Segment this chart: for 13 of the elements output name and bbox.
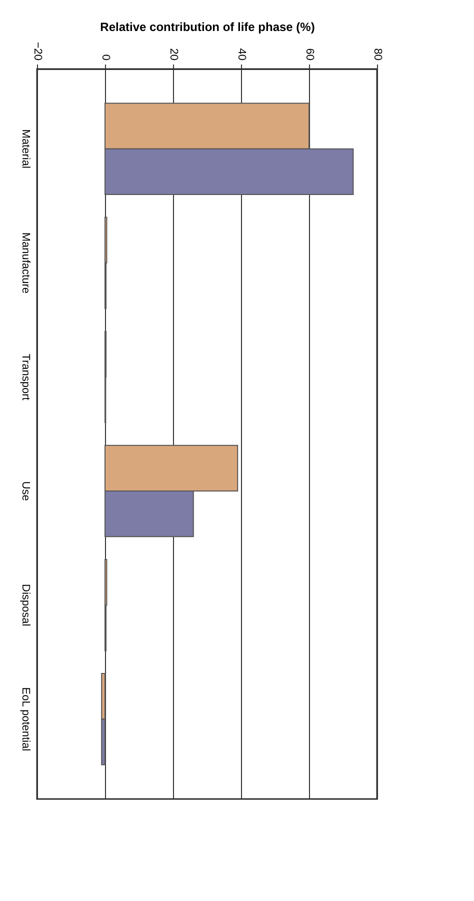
x-tick-label: 80: [372, 48, 384, 60]
y-tick-label: Manufacture: [20, 232, 32, 294]
x-tick-label: 40: [236, 48, 248, 60]
x-tick-label: −20: [32, 42, 44, 60]
y-tick-label: Transport: [20, 354, 32, 400]
x-tick-label: 60: [304, 48, 316, 60]
x-tick-label: 20: [168, 48, 180, 60]
y-tick-label: Material: [20, 129, 32, 168]
y-tick-label: Disposal: [20, 584, 32, 626]
x-axis-title: Relative contribution of life phase (%): [100, 20, 315, 34]
y-tick-label: EoL potential: [20, 687, 32, 752]
y-tick-label: Use: [20, 481, 32, 501]
x-tick-label: 0: [100, 54, 112, 60]
